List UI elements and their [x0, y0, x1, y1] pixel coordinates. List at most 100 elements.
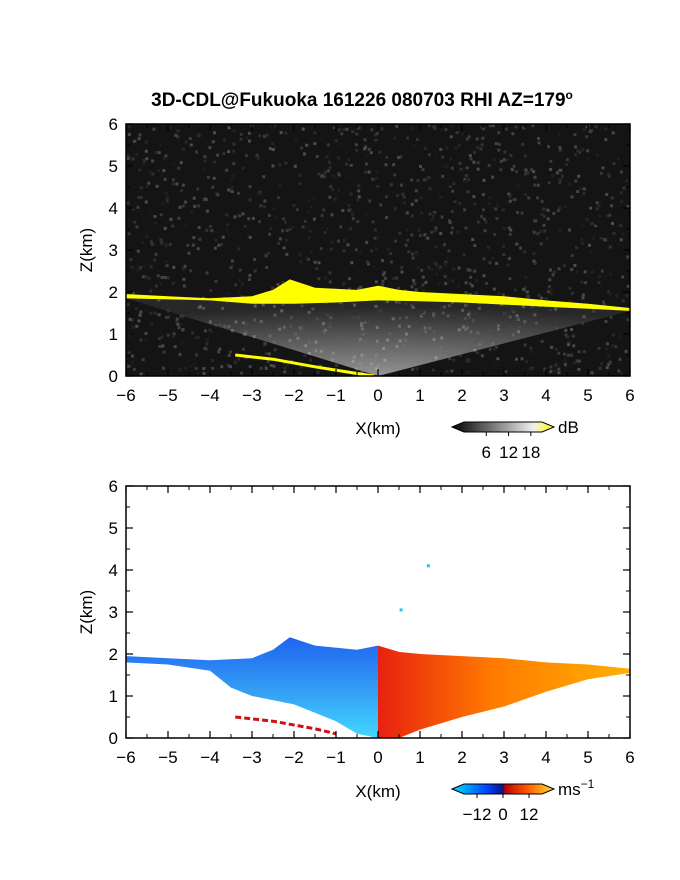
noise-pixel: [284, 131, 288, 135]
noise-pixel: [432, 211, 436, 214]
noise-pixel: [536, 196, 539, 200]
noise-pixel: [448, 185, 452, 188]
noise-pixel: [405, 228, 409, 232]
noise-pixel: [202, 230, 206, 234]
noise-pixel: [399, 183, 403, 187]
noise-pixel: [169, 217, 173, 221]
noise-pixel: [563, 358, 567, 362]
noise-pixel: [604, 347, 608, 351]
noise-pixel: [258, 134, 262, 138]
noise-pixel: [220, 243, 223, 246]
noise-pixel: [327, 169, 330, 173]
noise-pixel: [172, 208, 176, 212]
noise-pixel: [550, 249, 554, 253]
noise-pixel: [612, 232, 616, 235]
noise-pixel: [301, 225, 305, 229]
noise-pixel: [236, 279, 240, 283]
noise-pixel: [397, 286, 401, 290]
noise-pixel: [230, 185, 234, 189]
noise-pixel: [616, 157, 620, 161]
noise-pixel: [392, 163, 396, 167]
noise-pixel: [172, 332, 176, 336]
noise-pixel: [161, 201, 165, 205]
noise-pixel: [434, 263, 438, 266]
noise-pixel: [247, 131, 251, 135]
noise-pixel: [180, 317, 184, 321]
noise-pixel: [359, 285, 363, 289]
noise-pixel: [568, 286, 572, 290]
noise-pixel: [525, 290, 529, 294]
noise-pixel: [580, 241, 584, 245]
noise-pixel: [184, 140, 188, 144]
noise-pixel: [421, 275, 425, 279]
noise-pixel: [182, 147, 186, 151]
noise-pixel: [168, 126, 172, 130]
noise-pixel: [129, 258, 133, 262]
noise-pixel: [213, 246, 217, 250]
noise-pixel: [175, 319, 179, 323]
noise-pixel: [189, 210, 193, 214]
noise-pixel: [609, 273, 613, 277]
noise-pixel: [381, 273, 385, 277]
noise-pixel: [582, 187, 586, 191]
y-tick-label: 5: [109, 519, 118, 538]
noise-pixel: [282, 246, 286, 250]
noise-pixel: [395, 276, 399, 280]
noise-pixel: [443, 243, 446, 247]
noise-pixel: [298, 371, 302, 375]
x-tick-label: −5: [158, 748, 177, 767]
noise-pixel: [134, 306, 138, 310]
noise-pixel: [530, 367, 534, 371]
noise-pixel: [365, 240, 369, 244]
noise-pixel: [605, 366, 609, 370]
noise-pixel: [263, 205, 266, 209]
noise-pixel: [162, 366, 165, 370]
noise-pixel: [607, 236, 611, 240]
noise-pixel: [430, 230, 434, 234]
noise-pixel: [322, 175, 326, 179]
noise-pixel: [213, 131, 216, 135]
noise-pixel: [419, 165, 422, 168]
noise-pixel: [363, 138, 367, 142]
noise-pixel: [406, 136, 410, 140]
noise-pixel: [281, 229, 284, 233]
noise-pixel: [186, 359, 190, 362]
noise-pixel: [196, 133, 200, 137]
noise-pixel: [590, 222, 594, 226]
noise-pixel: [237, 191, 240, 195]
noise-pixel: [312, 217, 316, 221]
noise-pixel: [309, 358, 312, 362]
noise-pixel: [399, 248, 403, 252]
noise-pixel: [588, 243, 591, 247]
noise-pixel: [575, 246, 578, 250]
noise-pixel: [164, 154, 168, 158]
noise-pixel: [202, 371, 206, 375]
noise-pixel: [441, 174, 445, 178]
noise-pixel: [381, 259, 384, 263]
noise-pixel: [427, 266, 431, 270]
noise-pixel: [506, 263, 510, 267]
noise-pixel: [491, 175, 495, 179]
noise-pixel: [445, 146, 449, 150]
noise-pixel: [144, 275, 148, 279]
noise-pixel: [348, 287, 351, 291]
x-tick-label: 3: [499, 748, 508, 767]
noise-pixel: [374, 133, 377, 137]
noise-pixel: [139, 186, 143, 190]
noise-pixel: [541, 357, 545, 361]
noise-pixel: [315, 267, 319, 271]
isolated-echo-point: [399, 608, 403, 612]
noise-pixel: [347, 158, 351, 162]
noise-pixel: [493, 363, 497, 367]
noise-pixel: [570, 353, 574, 357]
noise-pixel: [210, 202, 214, 206]
noise-pixel: [503, 150, 507, 154]
noise-pixel: [161, 344, 165, 348]
noise-pixel: [293, 164, 297, 168]
noise-pixel: [532, 170, 536, 174]
noise-pixel: [192, 196, 196, 200]
noise-pixel: [342, 249, 346, 253]
noise-pixel: [356, 126, 360, 130]
noise-pixel: [619, 224, 623, 228]
noise-pixel: [328, 280, 332, 284]
